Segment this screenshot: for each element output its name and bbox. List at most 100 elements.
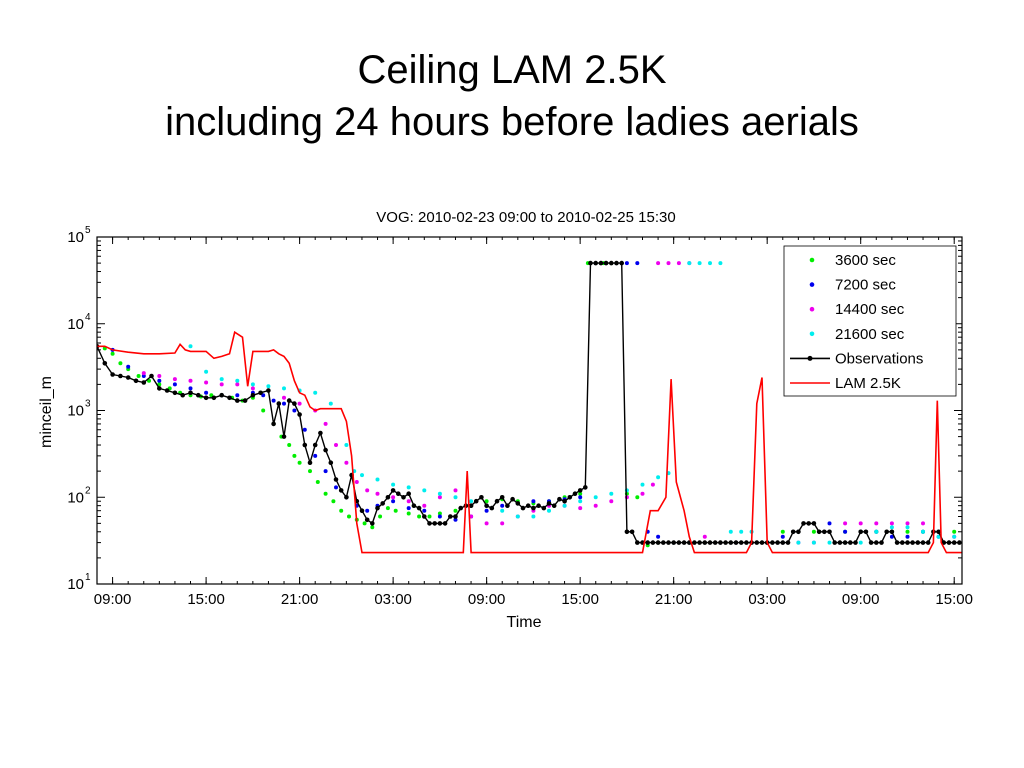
data-point: [308, 469, 312, 474]
data-point: [416, 505, 422, 511]
data-point: [365, 488, 370, 493]
x-tick-label: 21:00: [281, 591, 319, 608]
data-point: [385, 495, 391, 500]
data-point: [453, 495, 458, 500]
data-point: [391, 499, 396, 504]
data-point: [905, 525, 910, 530]
data-point: [338, 488, 344, 493]
data-point: [707, 540, 713, 545]
data-point: [858, 540, 863, 545]
data-point: [842, 540, 848, 545]
data-point: [827, 521, 832, 526]
data-point: [848, 540, 853, 545]
data-point: [333, 477, 339, 482]
data-point: [271, 421, 276, 427]
data-point: [655, 540, 661, 545]
data-point: [858, 521, 863, 526]
data-point: [286, 398, 292, 403]
data-point: [640, 482, 645, 487]
data-point: [347, 514, 351, 519]
data-point: [531, 505, 536, 511]
data-point: [110, 372, 115, 377]
data-point: [738, 540, 744, 545]
data-point: [281, 434, 287, 439]
data-point: [448, 514, 453, 519]
data-point: [164, 388, 170, 393]
data-point: [417, 514, 422, 519]
data-point: [422, 508, 427, 513]
data-point: [118, 373, 123, 379]
y-tick-exponent: 1: [85, 572, 91, 583]
data-point: [951, 540, 957, 545]
data-point: [391, 495, 396, 500]
data-point: [811, 540, 816, 545]
data-point: [790, 529, 796, 535]
data-point: [494, 498, 500, 504]
data-point: [453, 488, 458, 493]
data-point: [728, 540, 734, 545]
data-point: [520, 505, 526, 511]
x-tick-label: 15:00: [935, 591, 973, 608]
data-point: [712, 540, 718, 545]
data-point: [609, 499, 614, 504]
data-point: [910, 540, 915, 545]
data-point: [603, 260, 609, 266]
data-point: [313, 390, 318, 395]
data-point: [702, 534, 707, 539]
data-point: [531, 514, 536, 519]
data-point: [624, 261, 629, 266]
legend-swatch: [809, 282, 815, 287]
data-point: [635, 495, 640, 500]
data-point: [770, 540, 775, 545]
data-point: [619, 260, 624, 266]
data-point: [484, 521, 489, 526]
data-point: [125, 375, 131, 380]
data-point: [344, 443, 349, 447]
data-point: [547, 508, 551, 513]
data-point: [339, 508, 344, 513]
data-point: [258, 390, 263, 396]
data-point: [702, 540, 708, 545]
data-point: [188, 378, 193, 383]
data-point: [635, 261, 640, 266]
data-point: [780, 540, 786, 545]
data-point: [952, 529, 957, 534]
data-point: [406, 485, 411, 490]
data-point: [676, 540, 682, 545]
data-point: [442, 521, 448, 526]
data-point: [884, 529, 889, 535]
data-point: [149, 373, 154, 379]
data-point: [297, 460, 302, 465]
data-point: [328, 401, 333, 406]
data-point: [650, 482, 655, 487]
data-point: [453, 508, 458, 513]
data-point: [318, 430, 323, 436]
data-point: [282, 395, 286, 400]
data-point: [822, 529, 827, 535]
x-tick-label: 09:00: [94, 591, 132, 608]
y-tick-label: 10: [67, 489, 84, 506]
data-point: [204, 369, 209, 374]
data-point: [811, 521, 817, 526]
data-point: [624, 529, 630, 535]
data-point: [946, 540, 952, 545]
data-point: [588, 260, 593, 266]
data-point: [905, 521, 910, 526]
data-point: [133, 378, 139, 384]
data-point: [843, 529, 848, 534]
data-point: [718, 261, 723, 266]
y-tick-label: 10: [67, 403, 84, 420]
data-point: [905, 534, 910, 539]
data-point: [500, 508, 505, 513]
data-point: [656, 475, 661, 480]
data-point: [484, 499, 489, 504]
data-point: [708, 261, 712, 266]
data-point: [874, 529, 879, 534]
data-point: [489, 505, 495, 511]
data-point: [396, 491, 401, 497]
data-point: [744, 540, 749, 545]
x-tick-label: 03:00: [748, 591, 786, 608]
data-point: [211, 395, 217, 401]
data-point: [250, 382, 255, 387]
data-point: [863, 529, 869, 535]
